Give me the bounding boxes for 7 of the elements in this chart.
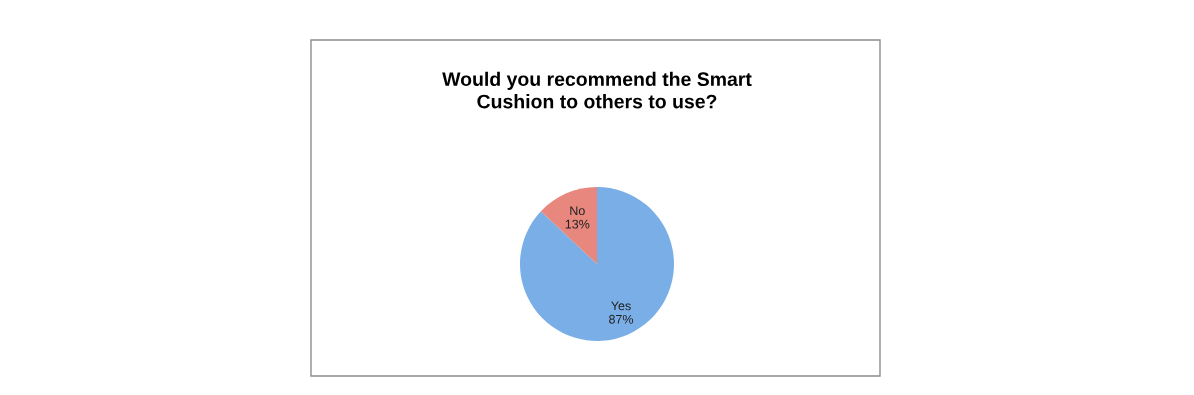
slice-label: No <box>570 206 585 216</box>
pie-slice <box>520 187 674 341</box>
data-label: 13% <box>565 219 590 229</box>
data-label: 87% <box>609 314 634 324</box>
chart-title: Would you recommend the Smart Cushion to others to use? <box>442 71 752 109</box>
pie-slice <box>540 187 597 264</box>
slice-label: Yes <box>611 301 631 311</box>
